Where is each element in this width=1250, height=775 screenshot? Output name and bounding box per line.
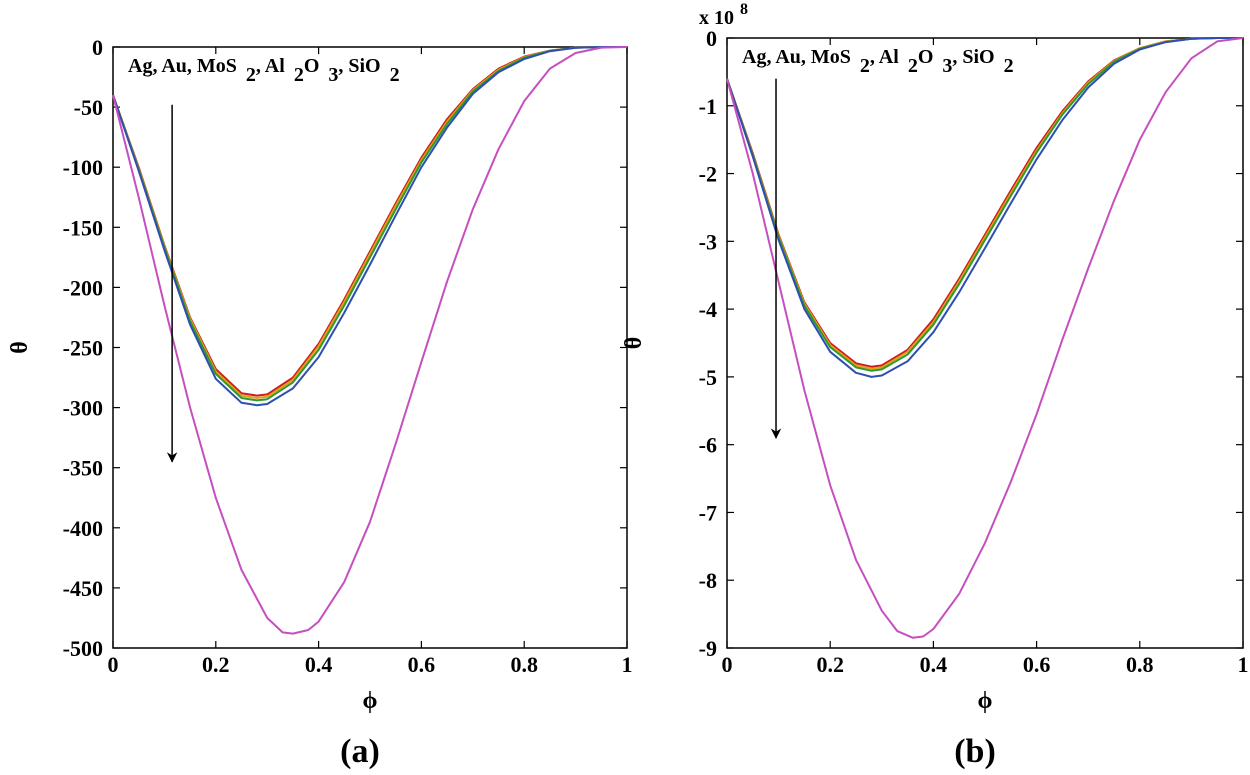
x-tick-label: 1 — [1238, 652, 1249, 677]
y-tick-label: -300 — [63, 396, 103, 421]
series-line-ag — [112, 46, 627, 397]
annotation-text: , Al — [256, 55, 285, 77]
series-line-ag — [726, 37, 1243, 368]
series-line-au — [726, 37, 1243, 370]
series-line-mos2 — [726, 37, 1243, 372]
x-tick-label: 0.4 — [305, 652, 333, 677]
series-line-sio2 — [112, 46, 628, 635]
x-tick-label: 0.8 — [1126, 652, 1154, 677]
series-line-mos2 — [112, 46, 627, 402]
y-axis-label: θ — [7, 341, 33, 354]
panel-label-a: (a) — [340, 733, 380, 770]
series-line-au — [112, 46, 627, 399]
y-tick-label: 0 — [706, 26, 717, 51]
y-tick-label: -350 — [63, 456, 103, 481]
exponent-power: 8 — [740, 1, 748, 18]
annotation-text: , Al — [870, 46, 899, 68]
x-tick-label: 0.6 — [1023, 652, 1051, 677]
x-axis-label: ϕ — [363, 688, 378, 714]
x-tick-label: 0.2 — [202, 652, 230, 677]
annotation-text: Ag, Au, MoS — [742, 46, 851, 68]
annotation-subscript: 2 — [908, 55, 918, 77]
annotation-text: , SiO — [338, 55, 380, 77]
y-tick-label: -450 — [63, 576, 103, 601]
y-tick-label: -150 — [63, 215, 103, 240]
chart-panel-a: 0 0.2 0.4 0.6 0.8 1 0 -50 -100 -150 -200 -250 -300 -3… — [7, 35, 633, 770]
annotation-text: Ag, Au, MoS — [128, 55, 237, 77]
annotation-subscript: 2 — [246, 64, 256, 86]
annotation-subscript: 2 — [860, 55, 870, 77]
series-line-sio2 — [726, 37, 1244, 639]
y-tick-label: -500 — [63, 636, 103, 661]
y-tick-label: -5 — [699, 365, 717, 390]
y-tick-label: -50 — [74, 95, 103, 120]
y-tick-label: -8 — [699, 568, 717, 593]
y-tick-label: -4 — [699, 297, 717, 322]
y-tick-label: -400 — [63, 516, 103, 541]
annotation-label: Ag, Au, MoS 2, Al 2O 3, SiO 2 — [128, 55, 400, 86]
annotation-text: O — [918, 46, 934, 68]
annotation-subscript: 2 — [294, 64, 304, 86]
x-tick-label: 0.8 — [510, 652, 538, 677]
y-tick-label: -200 — [63, 275, 103, 300]
series-line-al2o3 — [726, 37, 1243, 378]
annotation-label: Ag, Au, MoS 2, Al 2O 3, SiO 2 — [742, 46, 1014, 77]
plot-frame-a — [112, 46, 628, 649]
y-tick-label: -9 — [699, 636, 717, 661]
x-tick-label: 0 — [722, 652, 733, 677]
x-axis-label: ϕ — [978, 688, 993, 714]
annotation-subscript: 3 — [328, 64, 338, 86]
annotation-text: , SiO — [952, 46, 994, 68]
y-tick-label: -3 — [699, 229, 717, 254]
panel-label-b: (b) — [954, 733, 996, 770]
axis-exponent-label: x 10 8 — [699, 1, 748, 29]
y-tick-label: -6 — [699, 433, 717, 458]
exponent-base: x 10 — [699, 7, 734, 29]
annotation-subscript: 2 — [1004, 55, 1014, 77]
y-tick-label: 0 — [92, 35, 103, 60]
annotation-subscript: 3 — [942, 55, 952, 77]
annotation-subscript: 2 — [390, 64, 400, 86]
x-tick-label: 0.2 — [816, 652, 844, 677]
y-tick-label: -2 — [699, 162, 717, 187]
y-tick-label: -250 — [63, 336, 103, 361]
y-tick-label: -100 — [63, 155, 103, 180]
x-tick-label: 1 — [622, 652, 633, 677]
y-tick-label: -7 — [699, 500, 717, 525]
y-axis-label: θ — [621, 337, 647, 350]
x-tick-label: 0.6 — [408, 652, 436, 677]
y-tick-label: -1 — [699, 94, 717, 119]
chart-panel-b: 0 0.2 0.4 0.6 0.8 1 0 -1 -2 -3 -4 -5 -6 -7 -8 -9 ϕ θ (b) x … — [621, 1, 1249, 770]
x-tick-label: 0.4 — [920, 652, 948, 677]
annotation-text: O — [304, 55, 320, 77]
series-line-al2o3 — [112, 46, 627, 407]
plot-frame-b — [726, 37, 1244, 649]
x-tick-label: 0 — [108, 652, 119, 677]
